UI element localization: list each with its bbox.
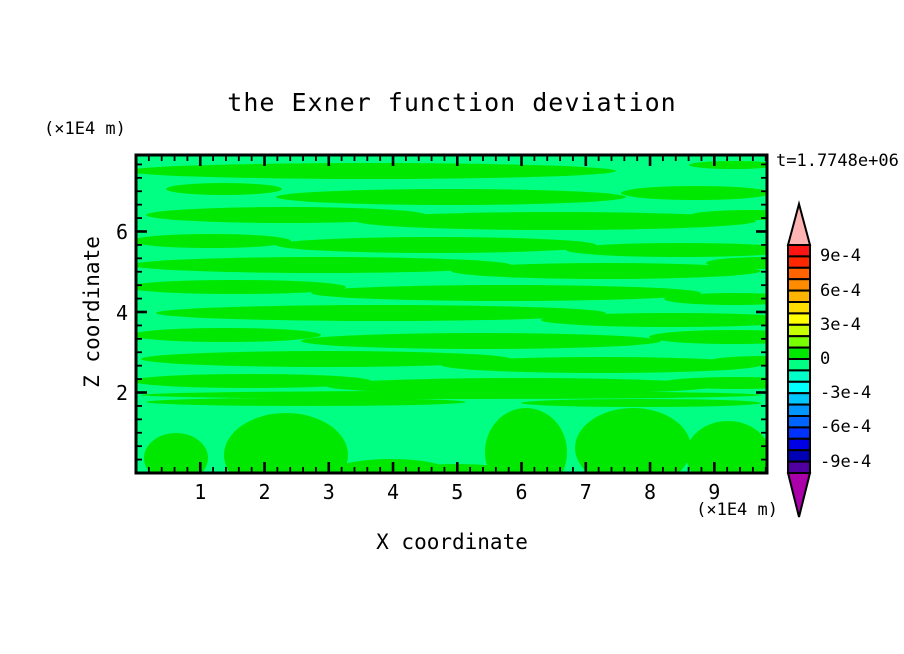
z-tick-label: 2 xyxy=(115,381,128,406)
x-tick-label: 7 xyxy=(579,480,592,504)
x-tick-label: 2 xyxy=(258,480,271,504)
colorbar-level-label: 0 xyxy=(820,349,831,369)
x-tick-label: 4 xyxy=(386,480,400,504)
colorbar-level-label: 3e-4 xyxy=(820,314,861,335)
x-tick-label: 6 xyxy=(515,480,528,504)
colorbar-level-label: 6e-4 xyxy=(820,280,861,301)
x-axis-unit-label: (×1E4 m) xyxy=(696,500,778,520)
time-annotation: t=1.7748e+06 xyxy=(776,151,899,171)
x-tick-label: 8 xyxy=(644,480,657,504)
x-tick-label: 1 xyxy=(194,480,207,504)
colorbar xyxy=(786,200,812,518)
colorbar-level-label: -6e-4 xyxy=(820,417,872,438)
colorbar-level-label: 9e-4 xyxy=(820,246,861,267)
z-axis-unit-label: (×1E4 m) xyxy=(44,119,126,139)
z-tick-label: 6 xyxy=(115,220,128,245)
x-tick-label: 5 xyxy=(451,480,464,504)
chart-title: the Exner function deviation xyxy=(227,88,677,117)
x-tick-label: 3 xyxy=(322,480,335,504)
z-tick-label: 4 xyxy=(115,300,128,325)
x-tick-label: 9 xyxy=(708,480,721,504)
contour-plot-area xyxy=(134,153,769,475)
colorbar-level-label: -9e-4 xyxy=(820,451,872,472)
colorbar-level-label: -3e-4 xyxy=(820,383,872,404)
x-axis-title: X coordinate xyxy=(376,530,528,554)
